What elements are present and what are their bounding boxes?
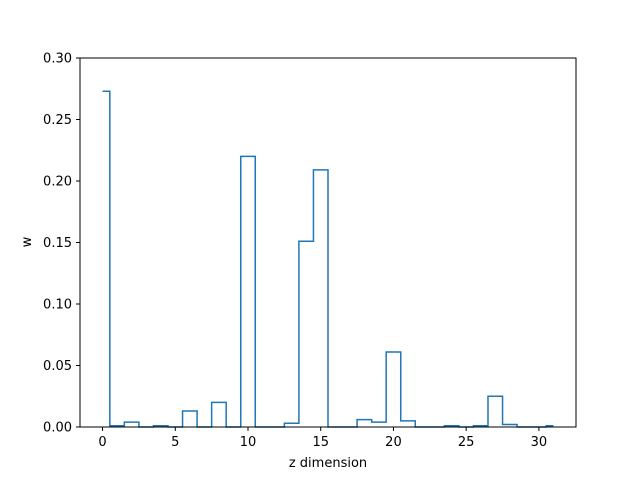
y-tick-label: 0.30 bbox=[43, 52, 72, 67]
y-tick-label: 0.15 bbox=[43, 236, 72, 251]
y-tick-label: 0.05 bbox=[43, 359, 72, 374]
y-tick-label: 0.10 bbox=[43, 298, 72, 313]
y-axis-ticks: 0.00 0.05 0.10 0.15 0.20 0.25 0.30 bbox=[43, 52, 80, 436]
x-tick-label: 20 bbox=[385, 435, 402, 450]
x-axis-ticks: 0 5 10 15 20 25 30 bbox=[98, 427, 547, 450]
x-tick-label: 15 bbox=[312, 435, 329, 450]
x-tick-label: 0 bbox=[98, 435, 106, 450]
y-axis-label: w bbox=[20, 236, 35, 247]
x-axis-label: z dimension bbox=[289, 456, 367, 471]
y-tick-label: 0.20 bbox=[43, 175, 72, 190]
x-tick-label: 25 bbox=[458, 435, 475, 450]
x-tick-label: 30 bbox=[531, 435, 548, 450]
y-tick-label: 0.25 bbox=[43, 113, 72, 128]
y-tick-label: 0.00 bbox=[43, 421, 72, 436]
x-tick-label: 10 bbox=[240, 435, 257, 450]
x-tick-label: 5 bbox=[171, 435, 179, 450]
